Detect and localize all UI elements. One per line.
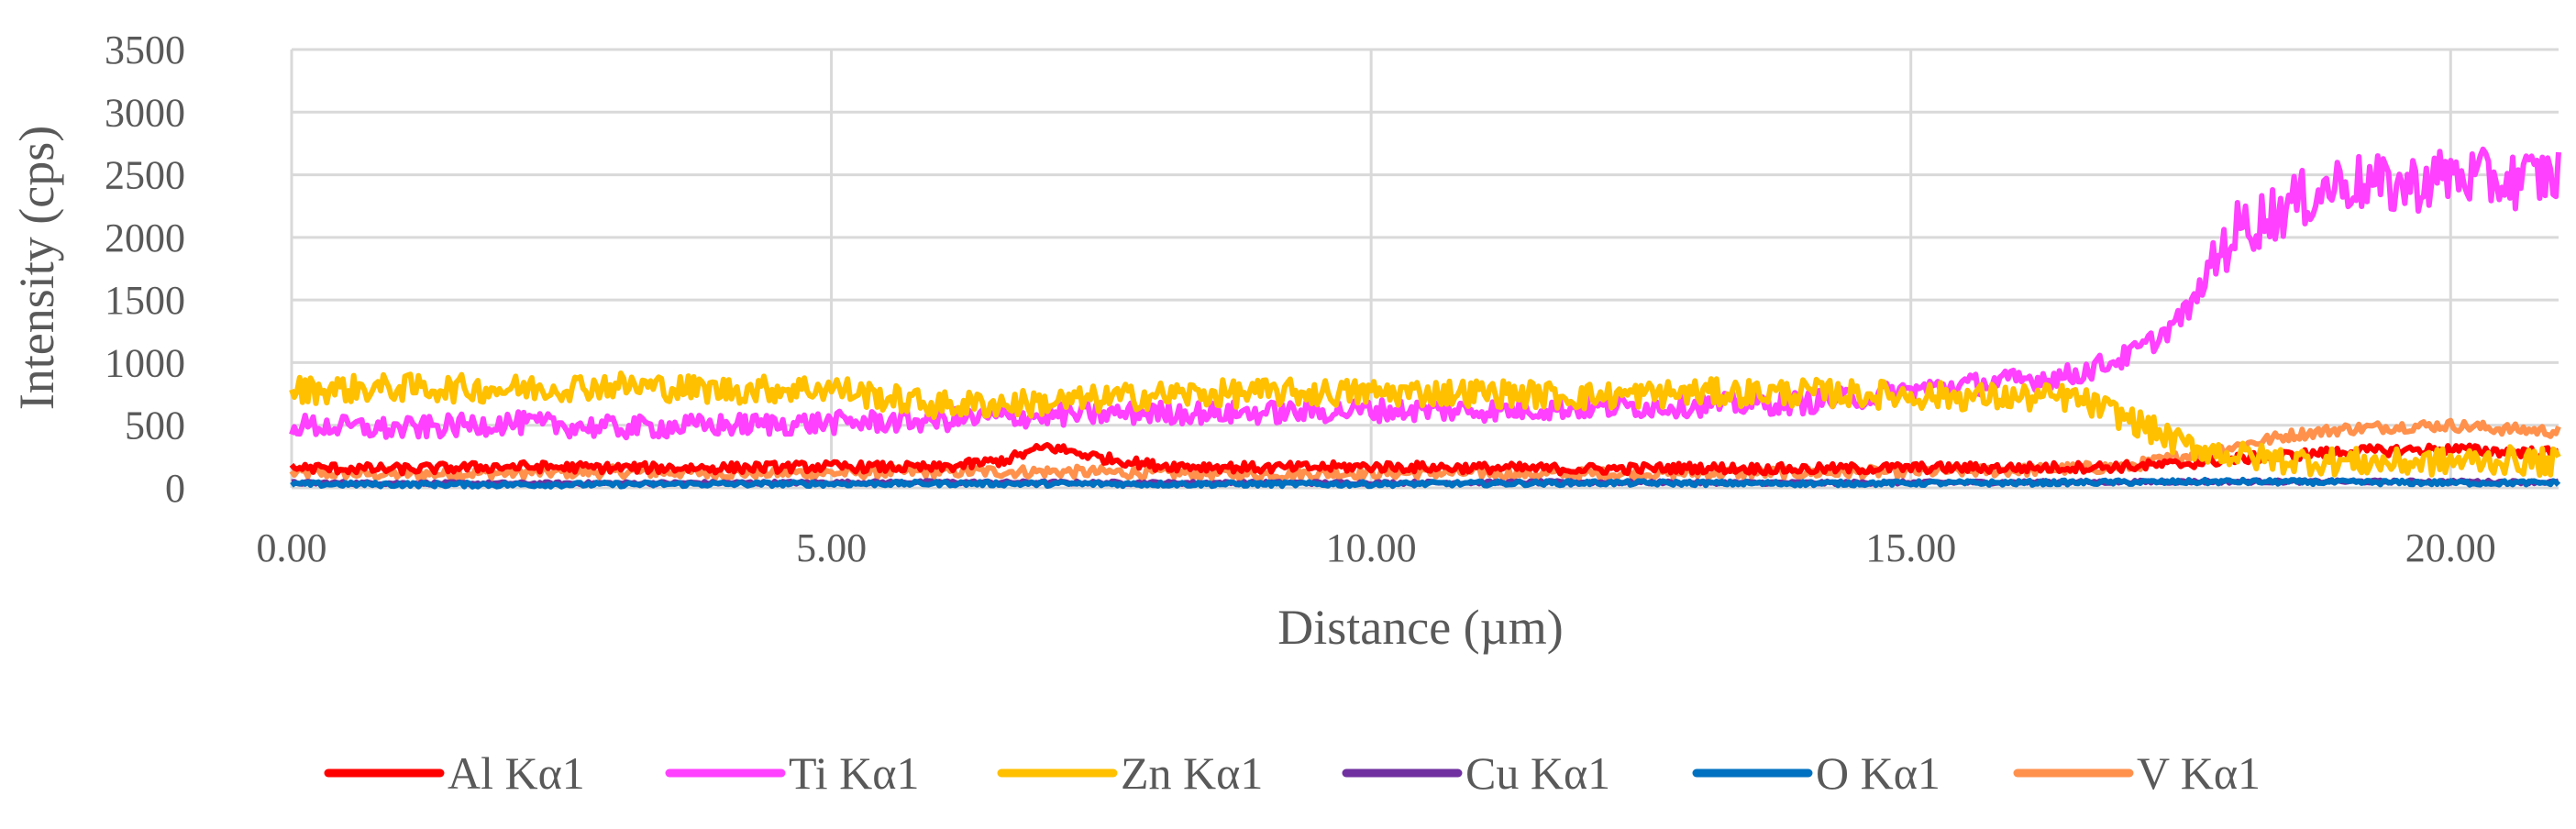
- legend-label: Zn Kα1: [1121, 747, 1263, 799]
- legend-label: O Kα1: [1816, 747, 1940, 799]
- x-tick-label: 10.00: [1326, 525, 1417, 570]
- legend-label: Ti Kα1: [789, 747, 919, 799]
- series-line-zn: [289, 370, 2561, 478]
- x-tick-label: 0.00: [257, 525, 327, 570]
- x-tick-label: 5.00: [796, 525, 867, 570]
- y-tick-label: 1500: [105, 278, 185, 323]
- y-tick-label: 0: [165, 466, 185, 511]
- y-tick-label: 2000: [105, 216, 185, 260]
- series-line-o: [290, 476, 2561, 490]
- y-tick-label: 2500: [105, 153, 185, 198]
- y-tick-label: 3500: [105, 28, 185, 72]
- x-axis-tick-labels: 0.00 5.00 10.00 15.00 20.00: [257, 525, 2496, 570]
- legend-label: V Kα1: [2137, 747, 2261, 799]
- y-tick-label: 3000: [105, 90, 185, 135]
- legend-label: Al Kα1: [448, 747, 585, 799]
- legend-label: Cu Kα1: [1465, 747, 1610, 799]
- y-axis-tick-labels: 0 500 1000 1500 2000 2500 3000 3500: [105, 28, 185, 511]
- series-line-ti: [289, 146, 2561, 441]
- series-line-al: [289, 442, 2559, 477]
- legend: Al Kα1 Ti Kα1 Zn Kα1 Cu Kα1 O Kα1 V Kα1: [324, 747, 2261, 799]
- plot-area: [289, 146, 2561, 490]
- y-tick-label: 500: [125, 403, 185, 448]
- y-axis-title: Intensity (cps): [9, 126, 64, 410]
- x-axis-title: Distance (µm): [1277, 600, 1564, 655]
- x-tick-label: 20.00: [2405, 525, 2496, 570]
- x-tick-label: 15.00: [1865, 525, 1956, 570]
- y-tick-label: 1000: [105, 340, 185, 385]
